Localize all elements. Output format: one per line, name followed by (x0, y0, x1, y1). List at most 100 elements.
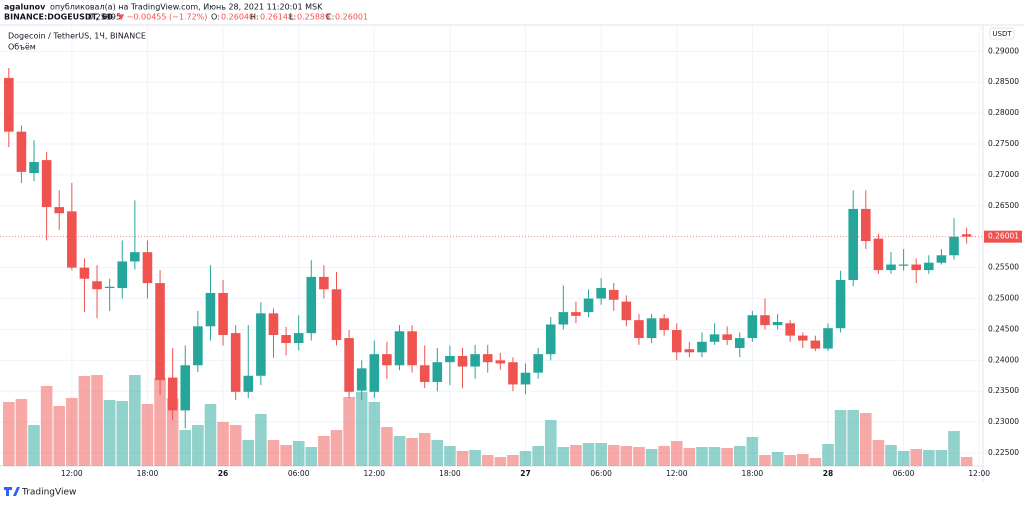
volume-bar (771, 452, 784, 466)
volume-bar (305, 447, 318, 466)
volume-bar (3, 402, 15, 466)
symbol: BINANCE:DOGEUSDT, 60 (4, 13, 113, 22)
volume-bar (355, 392, 368, 466)
currency-box[interactable] (989, 27, 1015, 40)
volume-bar (418, 433, 431, 466)
last-price-box (984, 230, 1022, 243)
candle-body (861, 208, 871, 242)
candle-body (508, 362, 518, 385)
volume-bar (948, 431, 960, 466)
volume-bar (683, 448, 696, 466)
candle-body (306, 276, 317, 334)
y-tick-label: 0.26500 (988, 201, 1019, 210)
candle-body (419, 365, 430, 382)
volume-bar (721, 448, 733, 466)
candle-body (608, 289, 619, 300)
volume-bar (595, 443, 607, 466)
candle-body (495, 360, 506, 364)
volume-bar (192, 425, 204, 466)
volume-bar (532, 446, 544, 466)
candle-body (256, 313, 266, 376)
volume-bar (544, 420, 557, 466)
candle-body (67, 211, 77, 268)
candle-body (432, 362, 443, 382)
candle-body (684, 349, 695, 353)
candle-body (886, 264, 896, 271)
candle-body (810, 340, 821, 349)
l-label: L: (289, 13, 296, 22)
y-tick-label: 0.28500 (988, 77, 1019, 86)
x-tick-label: 18:00 (137, 469, 159, 478)
volume-bar (708, 447, 721, 466)
y-tick-label: 0.25000 (988, 294, 1019, 303)
candle-body (470, 354, 480, 367)
volume-bar (935, 450, 948, 466)
volume-bar (557, 447, 570, 466)
candle-body (848, 208, 858, 280)
volume-bar (431, 440, 444, 466)
y-tick-label: 0.27000 (988, 170, 1019, 179)
candle-body (243, 375, 254, 392)
author: agalunov (4, 3, 46, 12)
last-price-label: 0.26001 (988, 232, 1019, 241)
c-value: 0.26001 (335, 13, 368, 22)
candle-body (797, 335, 808, 341)
volume-bar (607, 445, 620, 466)
x-tick-label: 12:00 (61, 469, 83, 478)
candle-body (898, 264, 909, 266)
candle-body (785, 323, 795, 336)
y-tick-label: 0.22500 (988, 448, 1019, 457)
volume-legend: Объём (8, 43, 36, 52)
volume-bar (923, 450, 935, 466)
x-tick-label: 28 (823, 469, 833, 478)
volume-bar (696, 447, 708, 466)
candle-body (772, 322, 783, 326)
volume-bar (318, 436, 330, 466)
volume-bar (960, 457, 973, 466)
volume-bar (507, 455, 519, 466)
volume-bar (796, 454, 809, 466)
volume-bar (859, 413, 872, 466)
candle-body (482, 354, 493, 363)
x-tick-label: 26 (218, 469, 228, 478)
candle-body (142, 252, 153, 284)
h-label: H: (250, 13, 259, 22)
y-tick-label: 0.24500 (988, 324, 1019, 333)
y-tick-label: 0.23500 (988, 386, 1019, 395)
x-tick-label: 06:00 (590, 469, 612, 478)
candle-body (205, 292, 216, 327)
volume-bar (469, 450, 481, 466)
candle-body (16, 131, 27, 172)
volume-bar (444, 446, 456, 466)
candle-body (760, 315, 770, 326)
volume-bar (40, 386, 53, 466)
volume-bar (834, 410, 847, 466)
volume-bar (28, 425, 40, 466)
volume-bar (582, 443, 595, 466)
candle-body (646, 318, 657, 339)
volume-bar (809, 458, 822, 466)
volume-bar (166, 398, 179, 466)
candle-body (596, 288, 606, 299)
candle-body (155, 283, 165, 381)
logo-icon (4, 487, 20, 496)
candle-body (621, 301, 632, 321)
volume-bar (897, 451, 910, 466)
chart-title: Dogecoin / TetherUS, 1Ч, BINANCE (8, 32, 146, 41)
volume-bar (847, 410, 859, 466)
x-tick-label: 06:00 (893, 469, 915, 478)
candle-body (394, 331, 405, 366)
volume-bar (204, 404, 217, 466)
y-tick-label: 0.29000 (988, 46, 1019, 55)
volume-bar (822, 444, 834, 466)
candle-body (709, 334, 720, 342)
volume-bar (66, 398, 78, 466)
y-tick-label: 0.24000 (988, 355, 1019, 364)
candle-body (268, 313, 279, 335)
candle-body (369, 354, 380, 392)
volume-bar (519, 451, 532, 466)
candle-body (961, 234, 972, 237)
volume-bar (494, 457, 507, 466)
volume-bar (129, 375, 141, 466)
